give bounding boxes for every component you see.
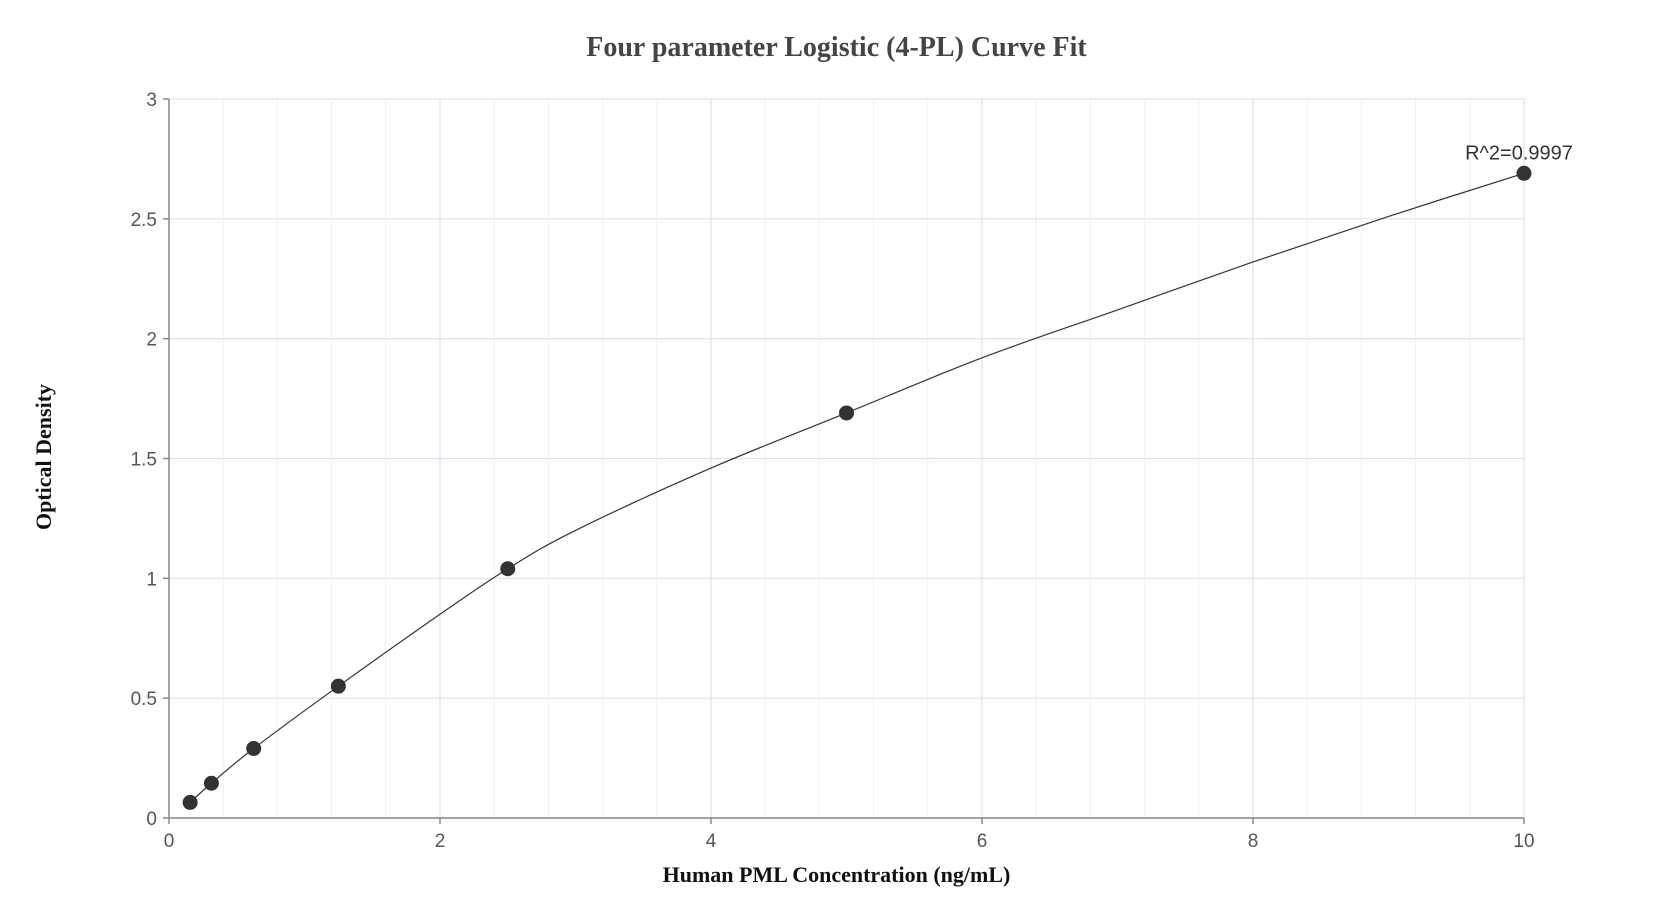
y-tick-label: 3 xyxy=(146,90,157,111)
data-point xyxy=(203,775,219,791)
y-axis-label: Optical Density xyxy=(31,383,56,531)
data-point xyxy=(839,405,854,421)
data-point xyxy=(500,561,516,577)
data-point xyxy=(182,794,198,810)
x-axis-label: Human PML Concentration (ng/mL) xyxy=(662,862,1011,887)
y-tick-label: 2.5 xyxy=(131,210,157,231)
y-tick-label: 1 xyxy=(146,569,157,590)
x-tick-label: 10 xyxy=(1513,831,1534,852)
x-tick-label: 2 xyxy=(435,831,446,852)
x-tick-label: 4 xyxy=(706,831,717,852)
data-point xyxy=(246,740,262,756)
y-tick-label: 0.5 xyxy=(131,689,157,710)
y-tick-label: 0 xyxy=(146,809,157,830)
fit-curve-line xyxy=(189,172,1525,803)
x-tick-label: 0 xyxy=(164,831,175,852)
y-tick-label: 1.5 xyxy=(131,450,157,471)
chart-title: Four parameter Logistic (4-PL) Curve Fit xyxy=(586,32,1087,63)
x-tick-label: 6 xyxy=(977,831,988,852)
data-point xyxy=(1516,165,1532,181)
y-tick-label: 2 xyxy=(146,330,157,351)
data-point xyxy=(330,678,346,694)
x-tick-label: 8 xyxy=(1248,831,1259,852)
r-squared-annotation: R^2=0.9997 xyxy=(1465,142,1573,164)
